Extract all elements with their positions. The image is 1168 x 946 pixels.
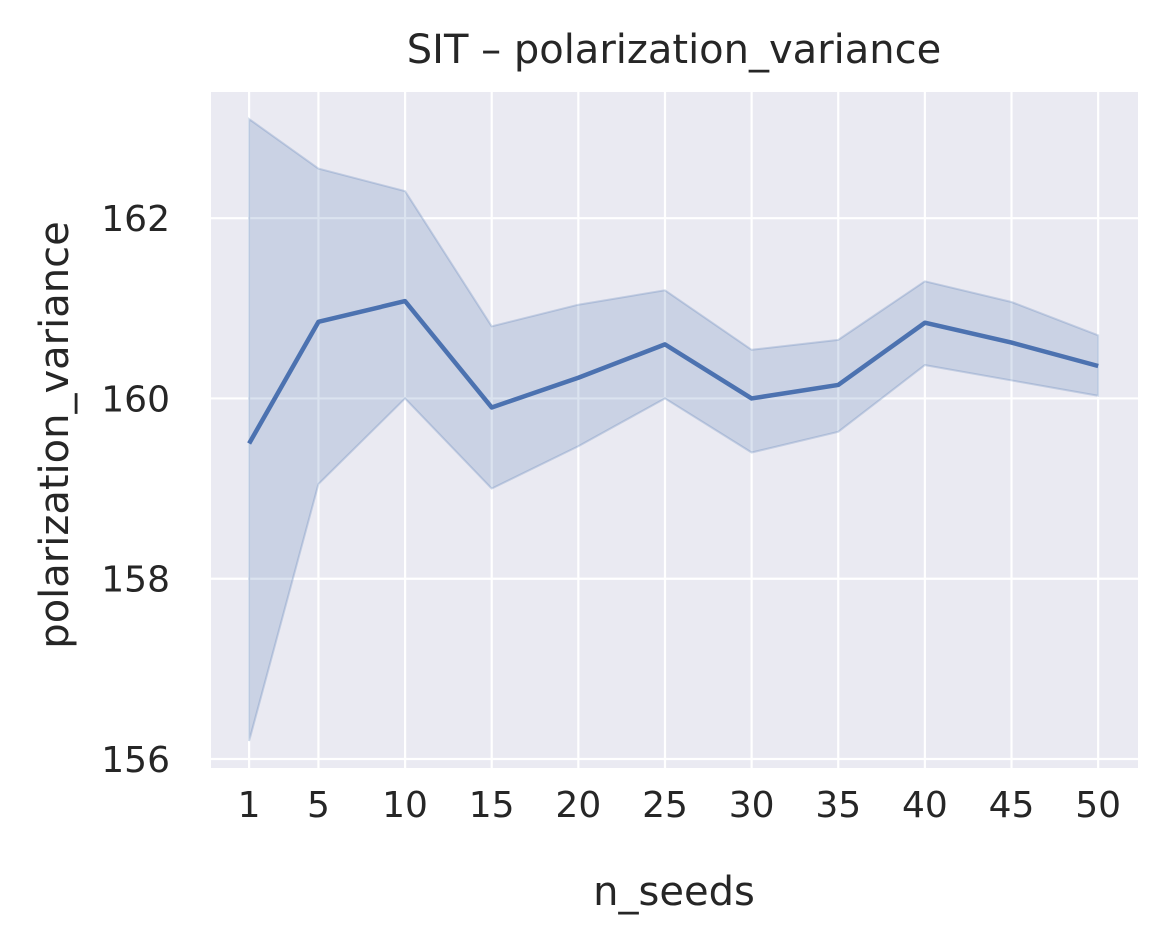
x-tick-label: 1 — [238, 785, 261, 826]
x-tick-label: 40 — [902, 785, 948, 826]
x-tick-labels: 1 5 10 15 20 25 30 35 40 45 50 — [238, 785, 1121, 826]
x-tick-label: 15 — [469, 785, 515, 826]
x-tick-label: 20 — [555, 785, 601, 826]
x-tick-label: 35 — [815, 785, 861, 826]
y-tick-label: 158 — [101, 560, 170, 601]
confidence-band-layer — [248, 117, 1100, 742]
x-tick-label: 30 — [729, 785, 775, 826]
x-tick-label: 5 — [307, 785, 330, 826]
x-tick-label: 10 — [382, 785, 428, 826]
plot-area — [211, 92, 1138, 768]
chart-title: SIT – polarization_variance — [407, 27, 941, 73]
grid — [211, 92, 1138, 768]
y-tick-labels: 156 158 160 162 — [101, 199, 170, 781]
series-line — [247, 298, 1099, 445]
y-tick-label: 156 — [101, 740, 170, 781]
confidence-band — [248, 117, 1100, 742]
x-tick-label: 25 — [642, 785, 688, 826]
y-axis-label: polarization_variance — [32, 221, 78, 648]
x-axis-label: n_seeds — [593, 869, 755, 915]
y-tick-label: 160 — [101, 379, 170, 420]
y-tick-label: 162 — [101, 199, 170, 240]
x-tick-label: 50 — [1075, 785, 1121, 826]
series-line-layer — [247, 298, 1099, 445]
x-tick-label: 45 — [989, 785, 1035, 826]
